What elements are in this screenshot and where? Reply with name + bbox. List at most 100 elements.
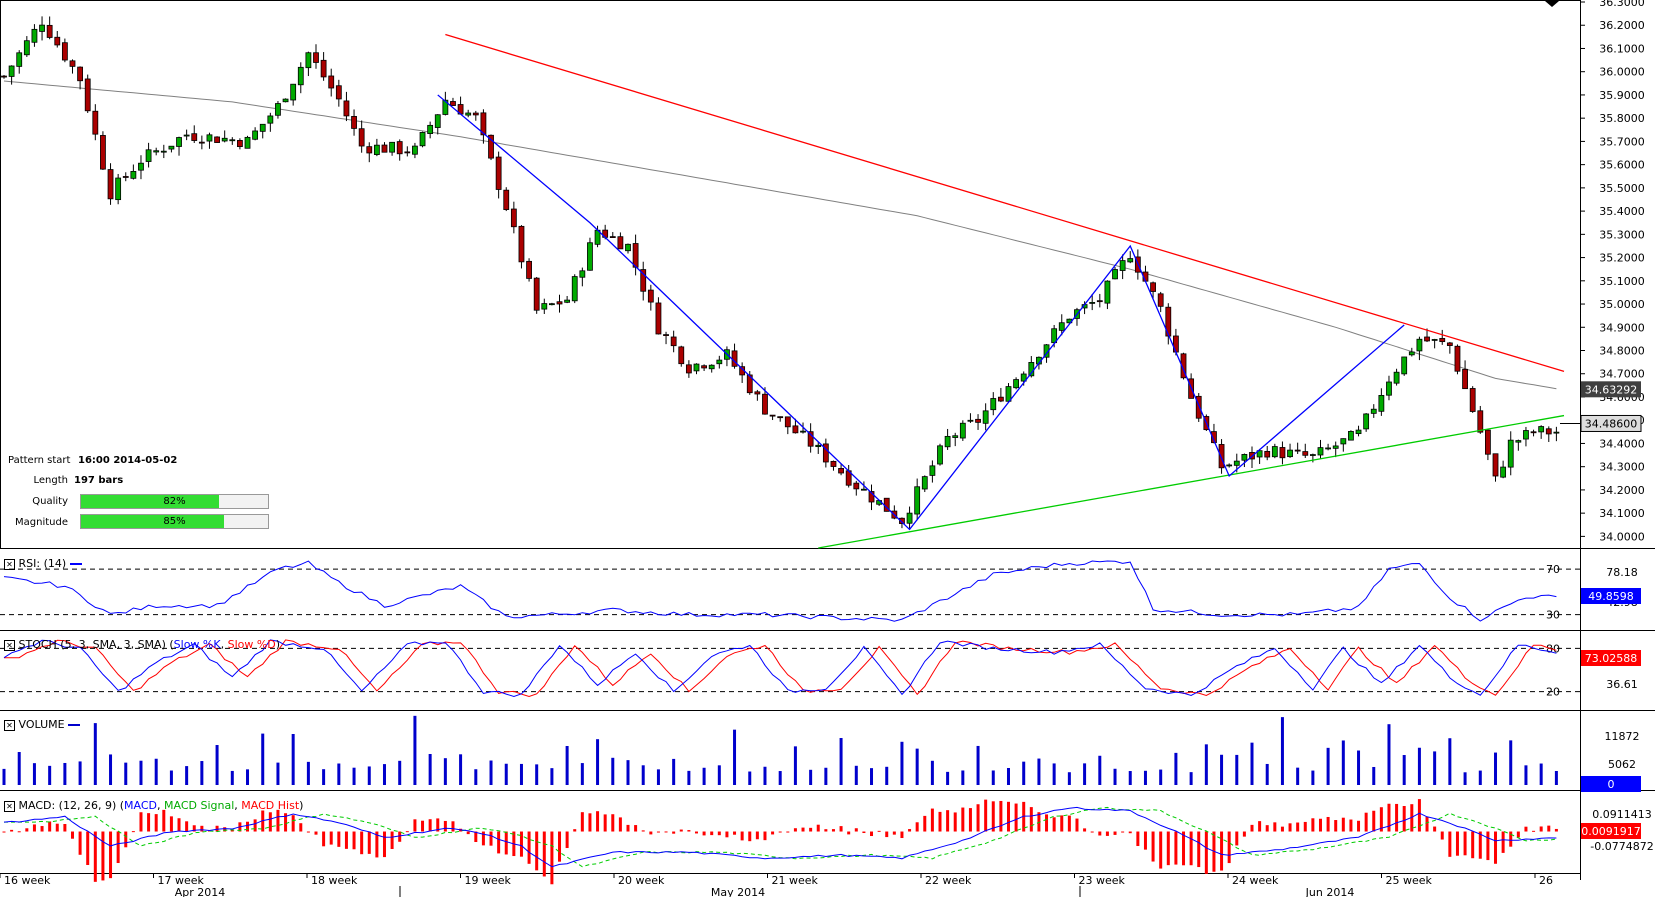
macd-hist-bar <box>2 831 6 833</box>
macd-hist-bar <box>1494 831 1498 864</box>
volume-bar <box>702 767 706 785</box>
stoch-collapse-icon[interactable]: ✕ <box>4 639 15 651</box>
macd-hist-bar <box>1440 831 1444 840</box>
macd-hist-bar <box>428 819 432 832</box>
candle <box>678 345 685 367</box>
candle-body <box>61 42 68 61</box>
candle-body <box>549 303 555 306</box>
macd-hist-bar <box>809 827 813 832</box>
macd-hist-bar <box>1159 831 1163 869</box>
candle-body <box>571 276 578 302</box>
volume-bar <box>1387 724 1391 785</box>
macd-hist-bar <box>124 831 128 848</box>
quality-meter: 82% <box>80 494 269 509</box>
candle-body <box>670 336 677 347</box>
macd-hist-bar <box>535 831 539 871</box>
rsi-level-label: 70 <box>1546 563 1560 576</box>
macd-hist-bar <box>938 811 942 832</box>
candle <box>1538 425 1545 439</box>
candle <box>533 276 540 314</box>
candle-body <box>1370 408 1377 414</box>
candle-body <box>1150 282 1156 292</box>
volume-bar <box>17 752 21 785</box>
macd-hist-bar <box>1501 831 1505 853</box>
candle-body <box>450 101 456 106</box>
macd-hist-bar <box>284 813 288 832</box>
candle <box>921 475 928 493</box>
candle-body <box>252 130 259 140</box>
macd-axis-label: -0.0774872 <box>1590 840 1653 853</box>
candle-body <box>944 435 951 448</box>
volume-bar <box>1326 747 1330 785</box>
scroll-arrow-icon[interactable] <box>1545 1 1559 7</box>
candle <box>1279 441 1286 465</box>
macd-hist-bar <box>801 827 805 832</box>
macd-hist-bar <box>177 818 181 832</box>
macd-hist-bar <box>1318 818 1322 832</box>
macd-hist-bar <box>32 824 36 832</box>
candle-body <box>1157 293 1164 307</box>
candle-body <box>1013 379 1019 389</box>
candle <box>1393 368 1400 386</box>
candle-body <box>77 66 83 82</box>
macd-hist-bar <box>519 831 523 857</box>
macd-hist-bar <box>793 828 797 832</box>
candle-body <box>1348 431 1354 441</box>
candle-body <box>1492 453 1499 477</box>
candle-body <box>769 414 776 417</box>
macd-hist-bar <box>78 831 82 855</box>
macd-hist-bar <box>550 831 554 885</box>
candle <box>366 142 373 163</box>
candle-body <box>495 156 502 190</box>
macd-hist-bar <box>1098 831 1102 836</box>
macd-hist-bar <box>725 831 729 838</box>
candle <box>625 243 631 254</box>
volume-bar <box>611 757 615 785</box>
candle <box>404 146 411 157</box>
macd-current-label: 0.0091917 <box>1581 825 1641 838</box>
resistance-line <box>445 33 1565 373</box>
macd-hist-bar <box>1379 807 1383 832</box>
candle <box>145 142 152 168</box>
candle-body <box>366 146 373 154</box>
volume-bar <box>459 754 463 785</box>
candle <box>313 44 319 69</box>
candle-body <box>1545 428 1552 435</box>
current-price-label: 34.48600 <box>1585 417 1638 430</box>
candle-body <box>503 189 510 210</box>
candle <box>906 506 913 530</box>
candle-body <box>1355 429 1362 435</box>
macd-collapse-icon[interactable]: ✕ <box>4 800 15 812</box>
rsi-collapse-icon[interactable]: ✕ <box>4 558 15 570</box>
candle-body <box>1287 449 1293 458</box>
macd-hist-bar <box>740 831 744 841</box>
candle <box>168 145 175 153</box>
macd-hist-bar <box>946 810 950 832</box>
macd-hist-bar <box>139 812 143 832</box>
macd-hist-bar <box>763 831 767 841</box>
candle-body <box>1553 431 1560 434</box>
week-label: 19 week <box>465 874 512 887</box>
candle-body <box>1180 353 1187 379</box>
volume-collapse-icon[interactable]: ✕ <box>4 719 15 731</box>
candle <box>1195 393 1202 422</box>
volume-bar <box>428 753 432 785</box>
volume-bar <box>1159 769 1163 785</box>
candle <box>1401 356 1408 376</box>
volume-bar <box>78 761 82 785</box>
candle <box>526 258 532 282</box>
macd-hist-bar <box>976 804 980 832</box>
candle <box>1515 439 1522 451</box>
volume-current-box <box>1581 776 1641 792</box>
magnitude-meter: 85% <box>80 514 269 529</box>
candle <box>373 138 380 157</box>
macd-hist-bar <box>10 829 14 832</box>
week-label: 25 week <box>1386 874 1433 887</box>
candle <box>716 355 723 369</box>
macd-hist-bar <box>854 828 858 832</box>
candle-body <box>952 435 959 438</box>
candle <box>31 24 38 47</box>
candle <box>77 66 83 90</box>
candle-body <box>54 36 61 46</box>
